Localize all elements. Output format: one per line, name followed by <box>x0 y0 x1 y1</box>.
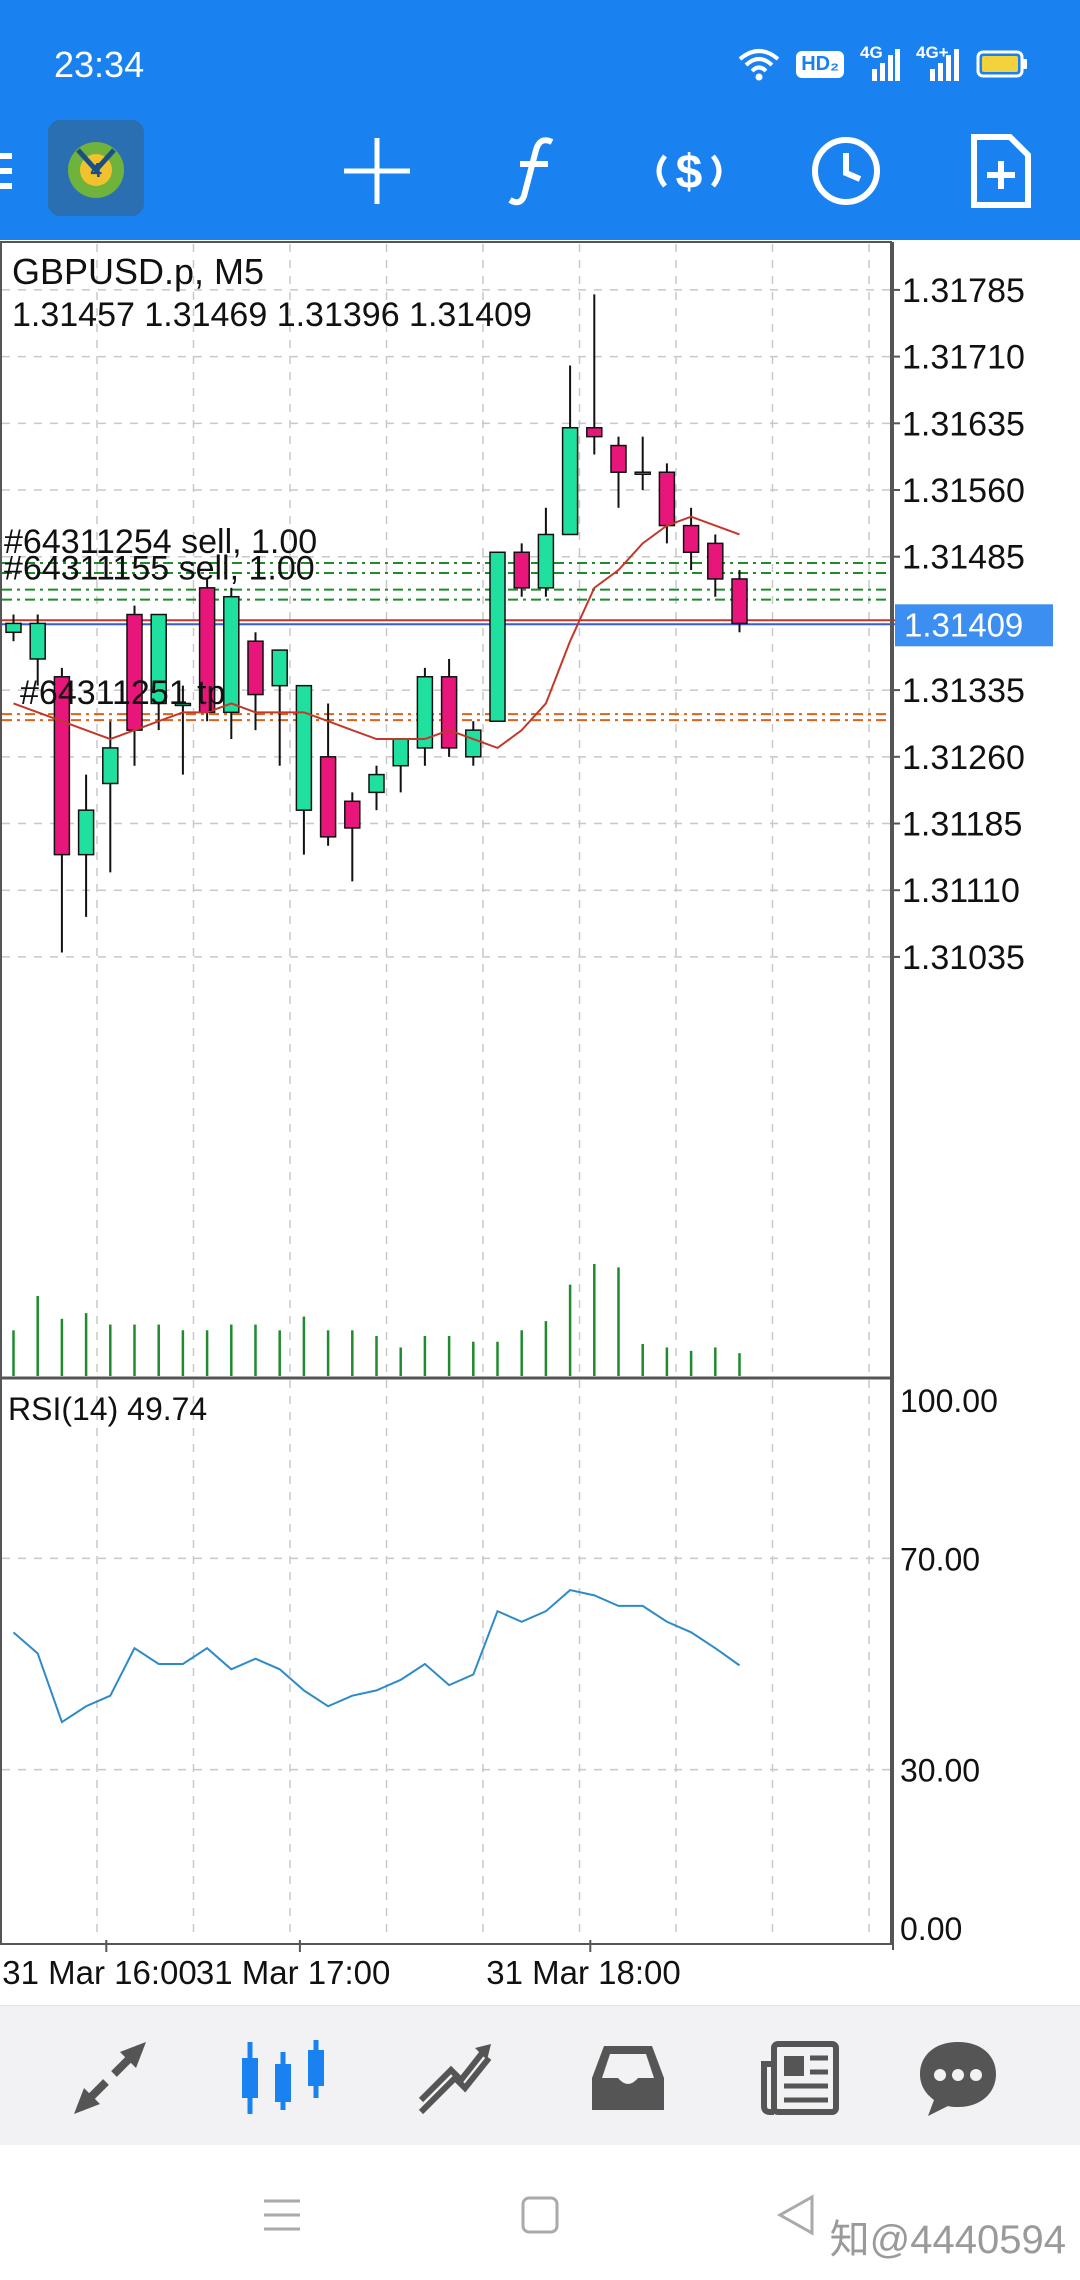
candle-body <box>489 551 506 722</box>
candle-body <box>682 524 700 554</box>
candle-body <box>102 747 119 785</box>
back-button[interactable] <box>766 2185 826 2245</box>
candle-body <box>634 471 651 475</box>
metatrader-icon[interactable]: 4 <box>48 120 144 216</box>
price-tick-label: 1.31785 <box>902 272 1025 310</box>
rsi-tick-label: 70.00 <box>900 1541 980 1577</box>
bottom-nav <box>0 2005 1080 2145</box>
wifi-icon <box>738 49 780 81</box>
news-icon <box>761 2041 839 2115</box>
status-icons: HD₂ 4G 4G+ <box>738 43 1028 84</box>
chart-frame <box>0 241 892 1945</box>
chart-icon <box>242 2040 324 2114</box>
time-tick-label: 31 Mar 18:00 <box>486 1954 680 1991</box>
moving-average-line <box>13 515 740 750</box>
svg-text:$: $ <box>676 146 703 199</box>
back-triangle-icon <box>776 2194 814 2236</box>
candle-body <box>319 756 337 838</box>
candle-body <box>271 649 288 687</box>
price-tick-label: 1.31485 <box>902 539 1025 577</box>
current-price-tag: 1.31409 <box>895 604 1053 647</box>
price-tick-label: 1.31635 <box>902 405 1025 443</box>
candle-body <box>561 427 579 536</box>
chart-area[interactable]: 1.31785 1.31710 1.31635 1.31560 1.31485 1.313… <box>0 240 1080 2005</box>
candle-body <box>707 542 724 580</box>
timeframe-clock-icon[interactable] <box>787 112 905 230</box>
signal-4g-plus-icon: 4G+ <box>916 43 960 81</box>
battery-icon <box>976 50 1027 78</box>
rsi-tick-label: 30.00 <box>900 1753 980 1789</box>
status-time: 23:34 <box>54 44 145 85</box>
candle-body <box>247 640 264 696</box>
price-tick-label: 1.31035 <box>902 939 1025 977</box>
menu-lines-icon <box>264 2199 300 2231</box>
nav-chat[interactable] <box>908 2028 1008 2128</box>
chat-icon <box>920 2042 996 2116</box>
price-tick-label: 1.31110 <box>902 872 1020 910</box>
rsi-label: RSI(14) 49.74 <box>8 1391 207 1427</box>
price-tick-label: 1.31335 <box>902 672 1025 710</box>
candle-body <box>5 622 22 634</box>
square-icon <box>521 2196 559 2234</box>
candle-body <box>29 622 46 660</box>
recents-button[interactable] <box>252 2185 312 2245</box>
new-order-icon[interactable] <box>942 112 1060 230</box>
current-price-label: 1.31409 <box>904 606 1023 643</box>
candle-body <box>586 427 603 438</box>
nav-chart[interactable] <box>233 2028 333 2128</box>
nav-news[interactable] <box>750 2028 850 2128</box>
home-button[interactable] <box>510 2185 570 2245</box>
candle-body <box>440 676 458 749</box>
trade-icon[interactable]: $ <box>630 112 748 230</box>
price-tick-label: 1.31260 <box>902 739 1025 777</box>
candle-body <box>77 809 95 856</box>
svg-text:4: 4 <box>90 160 102 182</box>
candle-body <box>126 613 143 731</box>
toolbar: 4 $ <box>0 102 1080 240</box>
candle-body <box>513 551 530 589</box>
candle-body <box>392 738 409 767</box>
candle-body <box>53 676 71 856</box>
status-bar: 23:34 HD₂ 4G 4G+ <box>0 0 1080 102</box>
system-nav-bar: 知@4440594 <box>0 2145 1080 2280</box>
crosshair-icon[interactable] <box>318 112 436 230</box>
history-icon <box>592 2046 664 2110</box>
menu-icon[interactable] <box>0 112 34 230</box>
watermark: 知@4440594 <box>829 2218 1066 2262</box>
rsi-tick-label: 100.00 <box>900 1383 998 1419</box>
candle-body <box>223 595 240 714</box>
order-label[interactable]: #64311254 sell, 1.00 <box>4 523 317 561</box>
candle-body <box>731 578 748 625</box>
candle-body <box>295 684 313 811</box>
candle-body <box>150 613 167 705</box>
order-label[interactable]: #64311155 sell, 1.00 <box>4 550 315 588</box>
hd-icon: HD₂ <box>796 50 844 78</box>
candle-body <box>658 471 676 527</box>
indicator-f-icon[interactable] <box>475 112 593 230</box>
candle-body <box>174 702 192 707</box>
candle-body <box>537 533 555 589</box>
candle-body <box>416 676 434 749</box>
nav-trade[interactable] <box>405 2028 505 2128</box>
rsi-line <box>12 1588 741 1724</box>
candle-body <box>344 800 361 829</box>
trade-icon <box>418 2044 492 2115</box>
tp-label[interactable]: #64311251 tp <box>20 674 225 712</box>
candle-body <box>368 773 385 794</box>
price-tick-label: 1.31560 <box>902 472 1025 510</box>
nav-history[interactable] <box>578 2028 678 2128</box>
time-tick-label: 31 Mar 17:00 <box>196 1954 390 1991</box>
price-tick-label: 1.31710 <box>902 339 1025 377</box>
time-tick-label: 31 Mar 16:00 <box>2 1954 196 1991</box>
ohlc-label: 1.31457 1.31469 1.31396 1.31409 <box>12 296 532 334</box>
signal-4g-icon: 4G <box>860 43 900 81</box>
rsi-tick-label: 0.00 <box>900 1911 962 1947</box>
candle-body <box>465 729 482 758</box>
candle-body <box>610 444 627 473</box>
quotes-icon <box>74 2042 146 2114</box>
nav-quotes[interactable] <box>60 2028 160 2128</box>
symbol-label: GBPUSD.p, M5 <box>12 251 264 292</box>
price-tick-label: 1.31185 <box>902 806 1022 844</box>
